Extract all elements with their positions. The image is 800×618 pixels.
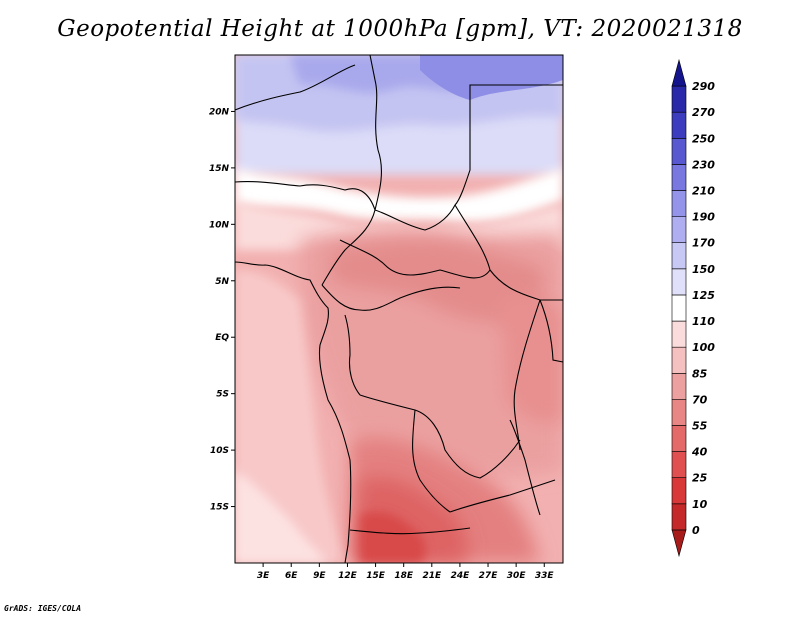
- colorbar-swatch: [671, 58, 687, 87]
- lon-tick-label: 18E: [394, 571, 414, 581]
- lon-tick-label: 27E: [479, 571, 499, 581]
- colorbar-swatch: [671, 372, 687, 400]
- lon-tick-label: 3E: [257, 571, 270, 581]
- colorbar-swatch: [671, 320, 687, 348]
- lon-tick-label: 15E: [366, 571, 386, 581]
- colorbar-swatch: [671, 503, 687, 531]
- colorbar-label: 150: [692, 263, 715, 276]
- colorbar-label: 125: [692, 289, 715, 302]
- latitude-axis: 20N 15N 10N 5N EQ 5S 10S 15S: [209, 107, 235, 513]
- country-borders: [235, 55, 563, 563]
- colorbar-label: 230: [692, 158, 715, 171]
- colorbar-swatch: [671, 190, 687, 217]
- colorbar-label: 10: [692, 498, 708, 511]
- height-field: [235, 55, 563, 563]
- lon-tick-label: 33E: [535, 571, 555, 581]
- colorbar-swatch: [671, 425, 687, 452]
- colorbar-label: 100: [692, 341, 715, 354]
- colorbar-swatch: [671, 242, 687, 270]
- colorbar-label: 290: [692, 80, 715, 93]
- colorbar-label: 190: [692, 211, 715, 224]
- colorbar-swatch: [671, 477, 687, 505]
- colorbar-label: 85: [692, 367, 708, 380]
- colorbar-label: 0: [692, 524, 700, 537]
- lat-tick-label: 15S: [210, 503, 229, 513]
- colorbar-swatch: [671, 85, 687, 113]
- colorbar-swatch: [671, 529, 687, 558]
- colorbar-swatch: [671, 216, 687, 244]
- colorbar-label: 70: [692, 393, 708, 406]
- chart-title: Geopotential Height at 1000hPa [gpm], VT…: [57, 16, 743, 42]
- colorbar-swatch: [671, 399, 687, 426]
- colorbar-label: 25: [692, 472, 708, 485]
- map-frame: [234, 54, 564, 564]
- lon-tick-label: 21E: [422, 571, 442, 581]
- lat-tick-label: 10S: [210, 446, 229, 456]
- colorbar-label: 110: [692, 315, 715, 328]
- lat-tick-label: EQ: [215, 333, 229, 343]
- colorbar-swatch: [671, 138, 687, 165]
- longitude-axis: 3E 6E 9E 12E 15E 18E 21E 24E 27E 30E 33E: [257, 563, 555, 581]
- colorbar-label: 40: [691, 446, 708, 459]
- lat-tick-label: 10N: [209, 220, 230, 230]
- colorbar: 0 10 25 40 55 70 85 100 110 125 150 170 190 210 230 250…: [671, 58, 715, 558]
- colorbar-swatch: [671, 268, 687, 296]
- colorbar-swatch: [671, 451, 687, 478]
- colorbar-label: 170: [692, 237, 715, 250]
- grads-credit: GrADS: IGES/COLA: [4, 604, 82, 613]
- colorbar-label: 210: [692, 185, 715, 198]
- lat-tick-label: 5N: [215, 277, 229, 287]
- lon-tick-label: 9E: [313, 571, 326, 581]
- colorbar-swatch: [671, 294, 687, 322]
- lon-tick-label: 30E: [507, 571, 527, 581]
- lon-tick-label: 12E: [338, 571, 358, 581]
- colorbar-swatch: [671, 164, 687, 191]
- lat-tick-label: 20N: [209, 107, 230, 117]
- colorbar-label: 270: [692, 106, 715, 119]
- lon-tick-label: 24E: [451, 571, 471, 581]
- colorbar-label: 55: [692, 419, 708, 432]
- colorbar-swatch: [671, 111, 687, 139]
- lat-tick-label: 5S: [216, 390, 229, 400]
- lat-tick-label: 15N: [209, 164, 230, 174]
- colorbar-label: 250: [692, 132, 715, 145]
- colorbar-swatch: [671, 346, 687, 374]
- lon-tick-label: 6E: [285, 571, 298, 581]
